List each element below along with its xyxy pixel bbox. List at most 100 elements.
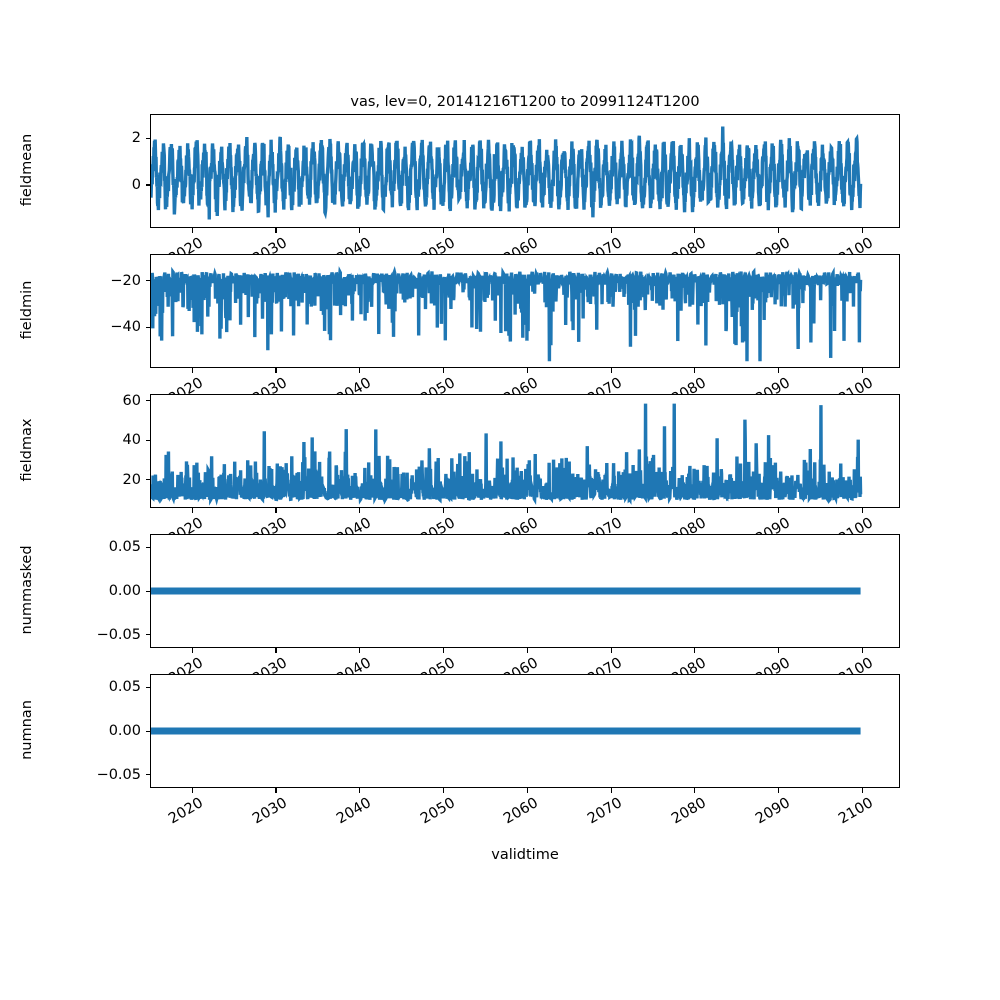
plot-panel-fieldmin xyxy=(150,254,900,368)
x-tick-mark xyxy=(275,228,277,233)
x-tick-label: 2100 xyxy=(836,375,877,394)
y-axis-label-fieldmin: fieldmin xyxy=(19,280,35,340)
x-tick-mark xyxy=(443,368,445,373)
plot-panel-fieldmean xyxy=(150,114,900,228)
x-tick-mark xyxy=(191,228,193,233)
figure-title: vas, lev=0, 20141216T1200 to 20991124T12… xyxy=(350,94,700,110)
x-tick-mark xyxy=(861,508,863,513)
x-tick-mark xyxy=(359,648,361,653)
x-tick-label: 2090 xyxy=(752,235,793,254)
x-tick-label: 2090 xyxy=(752,795,793,828)
x-tick-mark xyxy=(275,788,277,793)
x-tick-mark xyxy=(610,228,612,233)
x-tick-label: 2060 xyxy=(501,655,542,674)
x-tick-label-band: 2020 2030 2040 2050 2060 2070 2080 2090 2100 xyxy=(150,233,900,254)
x-tick-mark xyxy=(526,508,528,513)
x-tick-label: 2100 xyxy=(836,795,877,828)
plot-area-fieldmean xyxy=(151,115,899,227)
x-tick-mark xyxy=(359,788,361,793)
x-tick-label-band: 2020 2030 2040 2050 2060 2070 2080 2090 2100 xyxy=(150,793,900,853)
y-tick-label-fieldmax: 40 xyxy=(122,432,141,449)
y-tick-label-numnan: −0.05 xyxy=(96,766,141,783)
plot-panel-nummasked xyxy=(150,534,900,648)
x-tick-label: 2050 xyxy=(417,375,458,394)
x-tick-label: 2030 xyxy=(250,655,290,674)
x-tick-label: 2100 xyxy=(836,235,877,254)
x-tick-label: 2080 xyxy=(668,655,709,674)
plot-panel-fieldmax xyxy=(150,394,900,508)
data-line-fieldmean xyxy=(151,115,899,227)
x-tick-label: 2030 xyxy=(250,795,290,828)
x-tick-label: 2060 xyxy=(501,515,542,534)
x-tick-mark xyxy=(359,368,361,373)
x-tick-label: 2060 xyxy=(501,235,542,254)
x-tick-mark xyxy=(778,648,780,653)
x-tick-mark xyxy=(443,508,445,513)
x-tick-label: 2070 xyxy=(585,235,626,254)
x-tick-mark xyxy=(694,788,696,793)
x-tick-label: 2080 xyxy=(668,375,709,394)
x-tick-label: 2030 xyxy=(250,375,290,394)
y-tick-label-fieldmean: 0 xyxy=(131,176,141,193)
y-tick-label-fieldmean: 2 xyxy=(131,130,141,147)
x-tick-label: 2020 xyxy=(166,795,207,828)
x-tick-label: 2080 xyxy=(668,235,709,254)
plot-panel-numnan xyxy=(150,674,900,788)
x-tick-mark xyxy=(610,648,612,653)
x-tick-mark xyxy=(861,788,863,793)
y-tick-mark xyxy=(145,774,150,776)
x-tick-label: 2020 xyxy=(166,235,207,254)
x-tick-mark xyxy=(191,508,193,513)
x-tick-label: 2100 xyxy=(836,655,877,674)
data-line-numnan xyxy=(151,675,899,787)
data-line-nummasked xyxy=(151,535,899,647)
x-tick-mark xyxy=(526,368,528,373)
x-tick-label-band: 2020 2030 2040 2050 2060 2070 2080 2090 2100 xyxy=(150,653,900,674)
x-tick-mark xyxy=(694,368,696,373)
x-tick-label: 2020 xyxy=(166,515,207,534)
x-tick-label: 2050 xyxy=(417,795,458,828)
y-tick-mark xyxy=(145,730,150,732)
x-tick-label: 2070 xyxy=(585,375,626,394)
x-tick-mark xyxy=(861,648,863,653)
y-tick-label-fieldmax: 20 xyxy=(122,471,141,488)
x-tick-mark xyxy=(526,788,528,793)
x-tick-label: 2030 xyxy=(250,235,290,254)
x-tick-mark xyxy=(694,508,696,513)
y-tick-mark xyxy=(145,280,150,282)
x-tick-mark xyxy=(610,368,612,373)
y-axis-label-fieldmean: fieldmean xyxy=(19,133,35,207)
x-tick-mark xyxy=(861,228,863,233)
y-tick-label-nummasked: −0.05 xyxy=(96,626,141,643)
x-tick-label: 2060 xyxy=(501,795,542,828)
y-tick-mark xyxy=(145,439,150,441)
plot-area-fieldmin xyxy=(151,255,899,367)
x-tick-mark xyxy=(778,368,780,373)
x-tick-mark xyxy=(778,228,780,233)
x-tick-label: 2040 xyxy=(333,655,374,674)
x-tick-label: 2040 xyxy=(333,235,374,254)
y-tick-label-numnan: 0.00 xyxy=(108,723,141,739)
y-tick-label-fieldmin: −40 xyxy=(110,319,141,336)
x-tick-label: 2070 xyxy=(585,795,626,828)
y-tick-mark xyxy=(145,590,150,592)
x-tick-label: 2020 xyxy=(166,655,207,674)
x-tick-mark xyxy=(610,788,612,793)
x-tick-mark xyxy=(191,788,193,793)
y-tick-label-nummasked: 0.05 xyxy=(108,539,141,556)
x-tick-mark xyxy=(778,788,780,793)
plot-area-nummasked xyxy=(151,535,899,647)
x-tick-label: 2080 xyxy=(668,795,709,828)
x-tick-label: 2090 xyxy=(752,375,793,394)
x-tick-mark xyxy=(778,508,780,513)
x-tick-label: 2090 xyxy=(752,655,793,674)
y-axis-label-nummasked: nummasked xyxy=(19,545,35,635)
x-tick-label: 2040 xyxy=(333,515,374,534)
x-tick-label: 2040 xyxy=(333,795,374,828)
x-tick-mark xyxy=(861,368,863,373)
x-tick-mark xyxy=(694,648,696,653)
x-tick-mark xyxy=(359,508,361,513)
x-tick-mark xyxy=(275,508,277,513)
x-tick-mark xyxy=(694,228,696,233)
plot-area-numnan xyxy=(151,675,899,787)
